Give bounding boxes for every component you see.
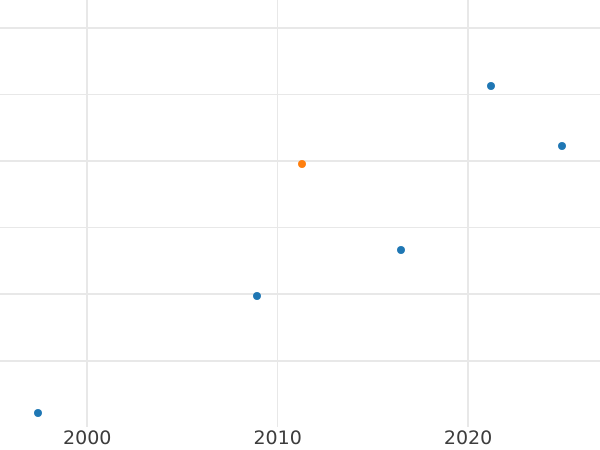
y-gridline	[0, 293, 600, 295]
y-gridline	[0, 226, 600, 229]
data-point-blue-series	[558, 142, 567, 151]
data-point-blue-series	[486, 81, 495, 90]
data-point-blue-series	[252, 291, 261, 300]
x-tick-label: 2010	[253, 427, 302, 449]
data-point-blue-series	[397, 245, 406, 254]
x-tick-label: 2000	[63, 427, 112, 449]
y-gridline	[0, 360, 600, 362]
data-point-orange-series	[298, 160, 307, 169]
x-tick-label: 2020	[443, 427, 493, 449]
x-gridline	[276, 0, 279, 427]
x-gridline	[86, 0, 88, 427]
x-gridline	[467, 0, 469, 427]
y-gridline	[0, 93, 600, 96]
data-point-blue-series	[33, 409, 42, 418]
y-gridline	[0, 27, 600, 29]
